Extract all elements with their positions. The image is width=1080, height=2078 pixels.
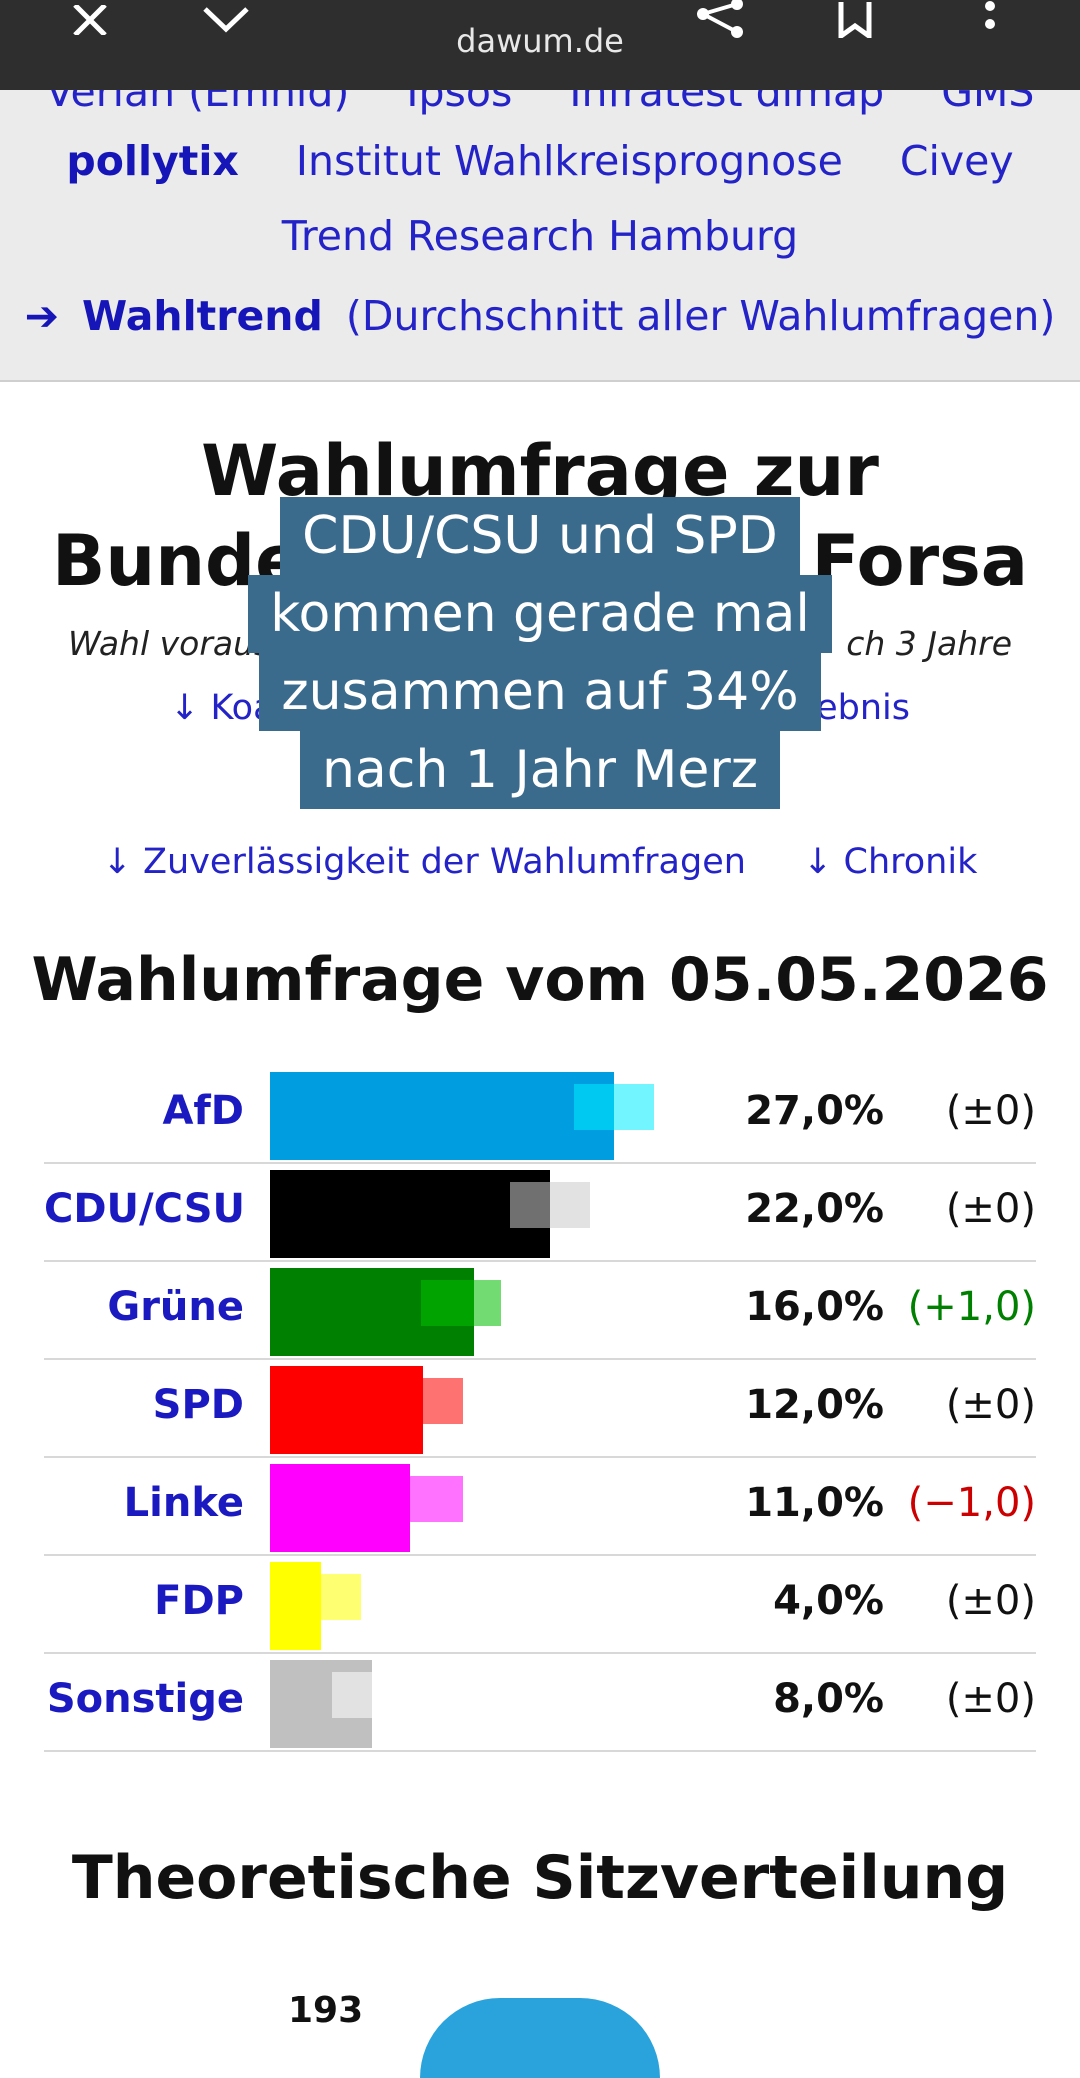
- party-label[interactable]: Grüne: [107, 1284, 244, 1330]
- party-label[interactable]: SPD: [152, 1382, 244, 1428]
- more-icon[interactable]: [970, 0, 1010, 40]
- institute-link[interactable]: Ipsos: [406, 90, 513, 116]
- previous-value-marker: [574, 1084, 654, 1130]
- chronik-link[interactable]: ↓ Chronik: [803, 842, 978, 882]
- title-fragment-right: Forsa: [811, 520, 1029, 602]
- seat-distribution-arc: [420, 1998, 660, 2078]
- wahltrend-link[interactable]: ➔ Wahltrend (Durchschnitt aller Wahlumfr…: [0, 292, 1080, 340]
- row-divider: [44, 1358, 1036, 1360]
- row-divider: [44, 1456, 1036, 1458]
- poll-row: SPD 12,0% (±0): [44, 1360, 1036, 1458]
- previous-value-marker: [383, 1378, 463, 1424]
- poll-row: FDP 4,0% (±0): [44, 1556, 1036, 1654]
- percent-label: 4,0%: [773, 1578, 884, 1624]
- caption-line: nach 1 Jahr Merz: [299, 731, 781, 809]
- change-label: (−1,0): [907, 1480, 1036, 1526]
- poll-row: Sonstige 8,0% (±0): [44, 1654, 1036, 1752]
- browser-toolbar: dawum.de: [0, 0, 1080, 90]
- percent-label: 8,0%: [773, 1676, 884, 1722]
- previous-value-marker: [383, 1476, 463, 1522]
- download-icon[interactable]: [196, 0, 256, 40]
- poll-row: Linke 11,0% (−1,0): [44, 1458, 1036, 1556]
- arrow-right-icon: ➔: [24, 292, 59, 340]
- party-label[interactable]: Sonstige: [46, 1676, 244, 1722]
- percent-label: 11,0%: [745, 1480, 884, 1526]
- party-label[interactable]: FDP: [154, 1578, 244, 1624]
- zuverlaessigkeit-link[interactable]: ↓ Zuverlässigkeit der Wahlumfragen: [102, 842, 746, 882]
- row-divider: [44, 1652, 1036, 1654]
- row-divider: [44, 1554, 1036, 1556]
- party-label[interactable]: AfD: [162, 1088, 244, 1134]
- caption-line: kommen gerade mal: [248, 575, 832, 653]
- subtitle-fragment-right: ch 3 Jahre: [846, 624, 1012, 663]
- caption-line: zusammen auf 34%: [259, 653, 821, 731]
- share-icon[interactable]: [690, 0, 750, 40]
- close-icon[interactable]: [60, 0, 120, 40]
- institute-link-active[interactable]: pollytix: [66, 137, 239, 185]
- previous-value-marker: [332, 1672, 412, 1718]
- institute-link[interactable]: GMS: [941, 90, 1035, 116]
- percent-label: 16,0%: [745, 1284, 884, 1330]
- institute-link[interactable]: Trend Research Hamburg: [281, 212, 799, 260]
- row-divider: [44, 1162, 1036, 1164]
- bookmark-icon[interactable]: [830, 0, 880, 40]
- change-label: (±0): [945, 1088, 1036, 1134]
- row-divider: [44, 1750, 1036, 1752]
- anchor-links-row-2: ↓ Zuverlässigkeit der Wahlumfragen ↓ Chr…: [0, 842, 1080, 882]
- caption-line: CDU/CSU und SPD: [280, 497, 800, 575]
- seat-count-label: 193: [288, 1990, 364, 2031]
- previous-value-marker: [421, 1280, 501, 1326]
- institute-link[interactable]: Civey: [899, 137, 1014, 185]
- institute-link[interactable]: Verian (Emnid): [45, 90, 350, 116]
- institute-row-1: pollytix Institut Wahlkreisprognose Cive…: [0, 137, 1080, 185]
- change-label: (±0): [945, 1676, 1036, 1722]
- subtitle-fragment-left: Wahl voraus: [68, 624, 272, 663]
- url-text[interactable]: dawum.de: [456, 22, 624, 60]
- party-label[interactable]: CDU/CSU: [44, 1186, 246, 1232]
- seats-heading: Theoretische Sitzverteilung: [71, 1843, 1009, 1913]
- change-label: (+1,0): [907, 1284, 1036, 1330]
- caption-overlay: CDU/CSU und SPD kommen gerade mal zusamm…: [0, 497, 1080, 809]
- institute-row-0: Verian (Emnid) Ipsos Infratest dimap GMS: [0, 90, 1080, 116]
- percent-label: 22,0%: [745, 1186, 884, 1232]
- previous-value-marker: [510, 1182, 590, 1228]
- poll-row: AfD 27,0% (±0): [44, 1066, 1036, 1164]
- previous-value-marker: [281, 1574, 361, 1620]
- poll-bar: [270, 1170, 550, 1258]
- institute-link[interactable]: Institut Wahlkreisprognose: [295, 137, 843, 185]
- wahltrend-label: Wahltrend: [82, 292, 323, 340]
- wahltrend-desc: (Durchschnitt aller Wahlumfragen): [345, 292, 1056, 340]
- institute-links-panel: Verian (Emnid) Ipsos Infratest dimap GMS…: [0, 90, 1080, 382]
- change-label: (±0): [945, 1382, 1036, 1428]
- change-label: (±0): [945, 1186, 1036, 1232]
- institute-link[interactable]: Infratest dimap: [569, 90, 885, 116]
- poll-heading: Wahlumfrage vom 05.05.2026: [31, 945, 1049, 1015]
- poll-row: CDU/CSU 22,0% (±0): [44, 1164, 1036, 1262]
- percent-label: 27,0%: [745, 1088, 884, 1134]
- institute-row-2: Trend Research Hamburg: [0, 212, 1080, 260]
- row-divider: [44, 1260, 1036, 1262]
- party-label[interactable]: Linke: [123, 1480, 244, 1526]
- poll-row: Grüne 16,0% (+1,0): [44, 1262, 1036, 1360]
- change-label: (±0): [945, 1578, 1036, 1624]
- poll-bar: [270, 1072, 614, 1160]
- percent-label: 12,0%: [745, 1382, 884, 1428]
